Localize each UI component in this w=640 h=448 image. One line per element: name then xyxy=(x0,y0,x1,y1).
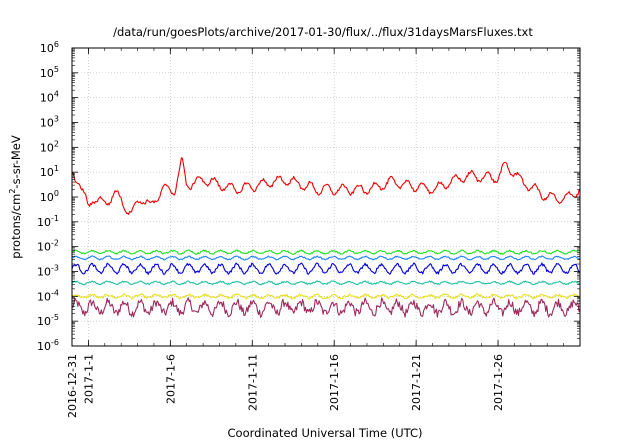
series-group xyxy=(71,157,581,318)
y-tick-label: 106 xyxy=(40,40,59,55)
y-tick-label: 10-5 xyxy=(37,313,59,328)
y-axis-ticks: 10-6 10-5 10-4 10-3 10-2 10-1 100 101 102 103 104 1… xyxy=(37,40,580,353)
chart-title: /data/run/goesPlots/archive/2017-01-30/f… xyxy=(113,25,533,39)
series-line xyxy=(71,297,581,318)
y-tick-label: 100 xyxy=(40,189,59,204)
x-tick-label: 2016-12-31 xyxy=(66,354,79,418)
y-tick-label: 10-3 xyxy=(37,264,59,279)
grid-lines xyxy=(72,48,580,346)
y-axis-label-base: protons/cm xyxy=(9,194,23,259)
y-tick-label: 103 xyxy=(40,115,59,130)
x-axis-ticks: 2016-12-31 2017-1-1 2017-1-6 2017-1-11 2017-… xyxy=(66,48,564,418)
y-tick-label: 104 xyxy=(40,90,59,105)
x-tick-label: 2017-1-16 xyxy=(328,354,341,411)
x-tick-label: 2017-1-1 xyxy=(82,354,95,404)
y-axis-label: protons/cm2-s-sr-MeV xyxy=(8,135,23,259)
x-tick-label: 2017-1-26 xyxy=(492,354,505,411)
x-tick-label: 2017-1-6 xyxy=(164,354,177,404)
y-axis-label-sup: 2 xyxy=(8,189,17,194)
series-line xyxy=(71,280,581,286)
series-line xyxy=(71,255,581,261)
x-tick-label: 2017-1-11 xyxy=(246,354,259,411)
y-tick-label: 101 xyxy=(40,164,59,179)
x-tick-label: 2017-1-21 xyxy=(410,354,423,411)
plot-border xyxy=(71,47,581,347)
y-tick-label: 10-1 xyxy=(37,214,59,229)
y-tick-label: 10-2 xyxy=(37,239,59,254)
y-tick-label: 105 xyxy=(40,65,59,80)
y-axis-label-rest: -s-sr-MeV xyxy=(9,135,23,188)
y-tick-label: 10-4 xyxy=(37,288,59,303)
x-axis-label: Coordinated Universal Time (UTC) xyxy=(228,426,423,440)
y-tick-label: 10-6 xyxy=(37,338,59,353)
series-line xyxy=(71,249,581,255)
y-tick-label: 102 xyxy=(40,139,59,154)
series-line xyxy=(71,157,581,215)
series-line xyxy=(71,262,581,275)
series-line xyxy=(71,293,581,300)
